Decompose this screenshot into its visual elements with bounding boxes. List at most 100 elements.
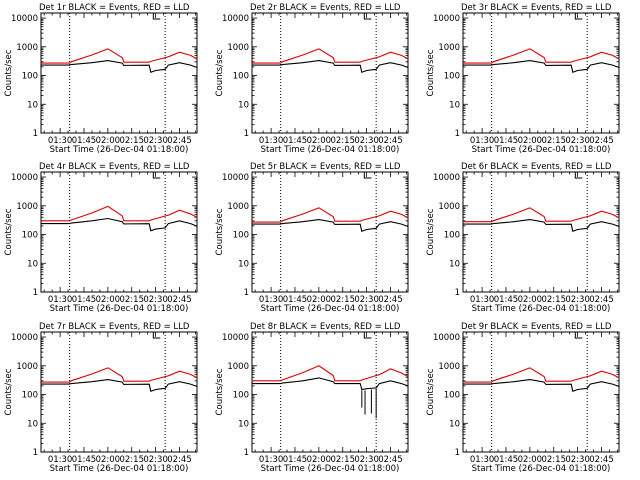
x-tick-label: 02:15	[541, 295, 566, 305]
y-tick-label: 1	[244, 288, 249, 298]
x-tick-label: 02:30	[143, 455, 168, 465]
x-tick-label: 02:30	[354, 295, 379, 305]
detector-panel-8: Det 8r BLACK = Events, RED = LLD 1 10 100 10…	[215, 322, 409, 474]
y-tick-label: 10000	[11, 173, 38, 183]
panel-title: Det 6r BLACK = Events, RED = LLD	[461, 162, 612, 172]
panel-title: Det 3r BLACK = Events, RED = LLD	[461, 3, 612, 13]
x-tick-label: 02:00	[307, 136, 332, 146]
series-events-line	[41, 60, 198, 74]
x-tick-label: 02:00	[307, 455, 332, 465]
x-axis-label: Start Time (26-Dec-04 01:18:00)	[50, 464, 189, 474]
x-tick-label: 02:15	[119, 136, 144, 146]
y-tick-label: 1000	[16, 202, 38, 212]
x-tick-label: 02:30	[143, 136, 168, 146]
x-tick-label: 02:00	[518, 295, 543, 305]
x-tick-label: 01:30	[48, 136, 73, 146]
x-tick-label: 01:45	[72, 136, 97, 146]
key-marker	[574, 13, 583, 20]
plot-frame	[462, 171, 620, 293]
x-tick-label: 02:30	[354, 455, 379, 465]
panel-title: Det 1r BLACK = Events, RED = LLD	[39, 3, 190, 13]
series-events-line	[463, 219, 620, 233]
x-tick-label: 02:00	[518, 136, 543, 146]
x-tick-label: 01:45	[494, 136, 519, 146]
detector-panel-7: Det 7r BLACK = Events, RED = LLD 1 10 100 10…	[4, 322, 198, 474]
y-tick-label: 10	[238, 100, 249, 110]
x-tick-label: 02:45	[378, 295, 403, 305]
y-axis-label: Counts/sec	[4, 49, 14, 96]
series-events-line	[252, 60, 409, 74]
panel-title: Det 4r BLACK = Events, RED = LLD	[39, 162, 190, 172]
x-tick-label: 02:45	[589, 295, 614, 305]
y-tick-label: 1	[33, 448, 38, 458]
plot-frame	[462, 331, 620, 453]
key-marker	[363, 332, 372, 339]
panel-title: Det 5r BLACK = Events, RED = LLD	[250, 162, 401, 172]
y-tick-label: 1	[244, 448, 249, 458]
x-tick-label: 01:45	[494, 295, 519, 305]
x-tick-label: 01:30	[259, 136, 284, 146]
plot-frame	[251, 331, 409, 453]
key-marker	[363, 13, 372, 20]
x-tick-label: 01:45	[283, 295, 308, 305]
y-axis-label: Counts/sec	[215, 208, 225, 255]
x-tick-label: 01:30	[259, 455, 284, 465]
y-tick-label: 100	[22, 391, 38, 401]
series-lld-line	[463, 207, 620, 223]
y-tick-label: 10000	[11, 14, 38, 24]
y-tick-label: 100	[444, 231, 460, 241]
x-tick-label: 02:30	[143, 295, 168, 305]
series-events-line	[252, 219, 409, 233]
series-lld-line	[463, 48, 620, 64]
x-tick-label: 02:00	[307, 295, 332, 305]
series-lld-line	[252, 207, 409, 223]
x-axis-label: Start Time (26-Dec-04 01:18:00)	[261, 145, 400, 155]
y-axis-label: Counts/sec	[215, 368, 225, 415]
y-tick-label: 10000	[222, 14, 249, 24]
x-tick-label: 02:00	[518, 455, 543, 465]
y-tick-label: 1	[244, 129, 249, 139]
series-lld-line	[41, 205, 198, 222]
detector-panel-3: Det 3r BLACK = Events, RED = LLD 1 10 100 10…	[426, 3, 620, 155]
y-tick-label: 100	[444, 72, 460, 82]
key-marker	[152, 172, 161, 179]
series-lld-line	[252, 365, 409, 382]
detector-panel-2: Det 2r BLACK = Events, RED = LLD 1 10 100 10…	[215, 3, 409, 155]
x-tick-label: 02:15	[330, 136, 355, 146]
detector-panel-9: Det 9r BLACK = Events, RED = LLD 1 10 100 10…	[426, 322, 620, 474]
plot-frame	[462, 12, 620, 134]
x-tick-label: 02:00	[96, 455, 121, 465]
plot-frame	[40, 331, 198, 453]
y-tick-label: 100	[22, 72, 38, 82]
x-tick-label: 02:45	[589, 136, 614, 146]
x-tick-label: 02:45	[378, 455, 403, 465]
x-tick-label: 02:30	[565, 455, 590, 465]
y-tick-label: 1000	[16, 362, 38, 372]
y-tick-label: 1000	[438, 202, 460, 212]
y-tick-label: 10	[449, 259, 460, 269]
x-tick-label: 02:45	[589, 455, 614, 465]
x-tick-label: 02:00	[96, 136, 121, 146]
y-tick-label: 10000	[433, 14, 460, 24]
y-axis-label: Counts/sec	[4, 368, 14, 415]
detector-panel-4: Det 4r BLACK = Events, RED = LLD 1 10 100 10…	[4, 162, 198, 314]
detector-panel-5: Det 5r BLACK = Events, RED = LLD 1 10 100 10…	[215, 162, 409, 314]
key-marker	[574, 332, 583, 339]
x-axis-label: Start Time (26-Dec-04 01:18:00)	[472, 304, 611, 314]
x-axis-label: Start Time (26-Dec-04 01:18:00)	[261, 304, 400, 314]
x-axis-label: Start Time (26-Dec-04 01:18:00)	[50, 145, 189, 155]
y-tick-label: 1000	[227, 362, 249, 372]
y-tick-label: 1	[455, 129, 460, 139]
plot-frame	[40, 171, 198, 293]
x-tick-label: 02:15	[541, 455, 566, 465]
y-tick-label: 1000	[16, 43, 38, 53]
x-tick-label: 01:30	[48, 455, 73, 465]
x-tick-label: 02:15	[541, 136, 566, 146]
x-tick-label: 02:15	[330, 295, 355, 305]
y-tick-label: 1	[455, 288, 460, 298]
y-axis-label: Counts/sec	[426, 368, 436, 415]
x-tick-label: 01:45	[494, 455, 519, 465]
y-tick-label: 10000	[433, 173, 460, 183]
